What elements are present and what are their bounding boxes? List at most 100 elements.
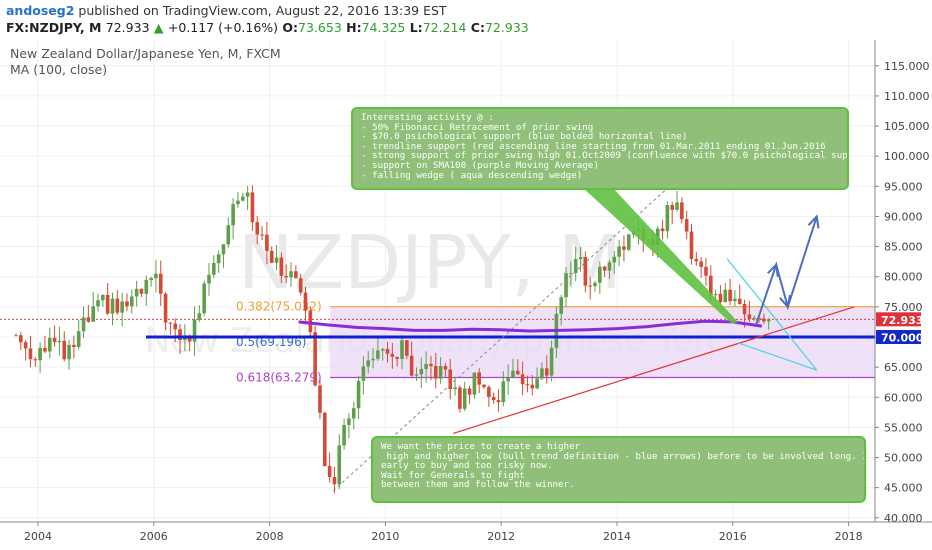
candle-47 — [240, 192, 245, 202]
symbol-label[interactable]: FX:NZDJPY, M — [6, 20, 102, 35]
candle-body-37 — [192, 319, 197, 342]
candle-body-146 — [718, 293, 723, 303]
candle-body-17 — [96, 300, 100, 307]
candle-126 — [622, 235, 626, 262]
candle-body-39 — [202, 283, 206, 314]
candle-121 — [598, 261, 602, 294]
candle-body-30 — [158, 273, 163, 294]
candle-body-47 — [240, 196, 245, 201]
low-value: 72.214 — [422, 20, 467, 35]
candle-body-7 — [47, 337, 52, 352]
candle-body-70 — [351, 408, 356, 419]
candle-body-97 — [482, 384, 486, 388]
price-axis[interactable]: 40.000 45.000 50.000 55.000 60.000 65.000 70.0… — [874, 40, 930, 525]
candle-body-19 — [105, 294, 110, 314]
candle-107 — [530, 375, 535, 396]
candle-body-151 — [742, 303, 747, 315]
candle-102 — [506, 364, 510, 396]
arrow-head-1 — [767, 262, 779, 277]
candle-16 — [91, 292, 95, 322]
published-text: published on TradingView.com, August 22,… — [78, 3, 447, 18]
candle-53 — [269, 246, 274, 264]
candle-body-34 — [178, 329, 182, 340]
candle-8 — [52, 325, 57, 347]
candle-body-24 — [129, 296, 134, 307]
candle-67 — [337, 434, 342, 490]
price-tick-label-13: 105.000 — [884, 120, 930, 133]
candle-body-20 — [110, 298, 115, 314]
candle-body-63 — [318, 385, 322, 413]
candle-37 — [192, 306, 197, 356]
candle-125 — [617, 240, 621, 267]
author-link[interactable]: andoseg2 — [6, 3, 75, 18]
candle-153 — [752, 315, 757, 321]
candle-127 — [626, 234, 631, 252]
candle-body-42 — [216, 254, 221, 264]
candle-body-111 — [549, 347, 554, 376]
candle-body-9 — [57, 340, 62, 343]
candle-body-98 — [487, 387, 491, 397]
price-tick-label-10: 90.000 — [884, 210, 923, 223]
candle-88 — [438, 357, 443, 384]
candle-body-124 — [612, 256, 617, 263]
candle-12 — [72, 335, 76, 359]
time-tick-label-4: 2012 — [487, 530, 515, 543]
candle-72 — [361, 356, 366, 395]
candle-body-113 — [559, 297, 564, 314]
candle-74 — [371, 347, 375, 369]
time-axis[interactable]: 2004 2006 2008 2010 2012 2014 2016 2018 — [0, 521, 932, 543]
candle-38 — [197, 305, 202, 323]
note-bottom[interactable]: We want the price to create a higher hig… — [371, 436, 866, 503]
candle-124 — [612, 251, 617, 274]
candle-body-156 — [766, 319, 771, 322]
candle-0 — [14, 333, 18, 337]
candle-105 — [520, 361, 525, 396]
candle-body-83 — [414, 374, 419, 376]
price-tick-label-4: 60.000 — [884, 391, 923, 404]
note-top[interactable]: Interesting activity @ : - 50% Fibonacci… — [351, 107, 849, 190]
last-price-tag-bg — [876, 312, 921, 327]
candle-13 — [76, 319, 81, 350]
candle-body-61 — [308, 310, 313, 333]
candle-body-4 — [33, 359, 38, 361]
candle-body-27 — [144, 280, 149, 294]
price-tick-label-0: 40.000 — [884, 512, 923, 525]
candle-body-74 — [371, 358, 375, 361]
time-tick-label-1: 2006 — [140, 530, 168, 543]
candle-64 — [322, 411, 327, 467]
candle-116 — [573, 246, 578, 282]
candle-27 — [144, 275, 149, 306]
candle-11 — [67, 339, 71, 370]
legend-ma[interactable]: MA (100, close) — [10, 62, 107, 77]
candle-body-51 — [260, 234, 264, 236]
candle-135 — [665, 201, 670, 239]
candle-29 — [154, 260, 158, 293]
level-price-tag: 70.000 — [881, 331, 924, 344]
candle-body-68 — [342, 424, 346, 446]
candle-body-82 — [409, 355, 414, 376]
candle-117 — [578, 246, 583, 272]
change-value: +0.117 (+0.16%) — [167, 20, 279, 35]
candle-body-64 — [322, 412, 327, 467]
fib-382-label: 0.382(75.032) — [236, 300, 322, 314]
candle-81 — [405, 339, 409, 360]
candle-3 — [28, 335, 33, 368]
candle-87 — [433, 352, 438, 389]
candle-41 — [212, 255, 216, 279]
candle-body-38 — [197, 313, 202, 320]
candle-122 — [602, 265, 607, 278]
red-trendline — [452, 306, 855, 434]
candle-149 — [733, 289, 737, 306]
candle-body-118 — [583, 257, 588, 286]
candle-body-36 — [187, 338, 192, 342]
candle-body-12 — [72, 344, 76, 348]
candle-99 — [491, 392, 496, 404]
candle-body-102 — [506, 377, 510, 382]
candle-95 — [472, 372, 477, 399]
candle-156 — [766, 317, 771, 330]
candle-body-89 — [443, 365, 448, 370]
open-label: O: — [282, 20, 299, 35]
candle-body-127 — [626, 234, 631, 250]
candle-body-5 — [38, 347, 42, 361]
candle-45 — [231, 198, 235, 240]
